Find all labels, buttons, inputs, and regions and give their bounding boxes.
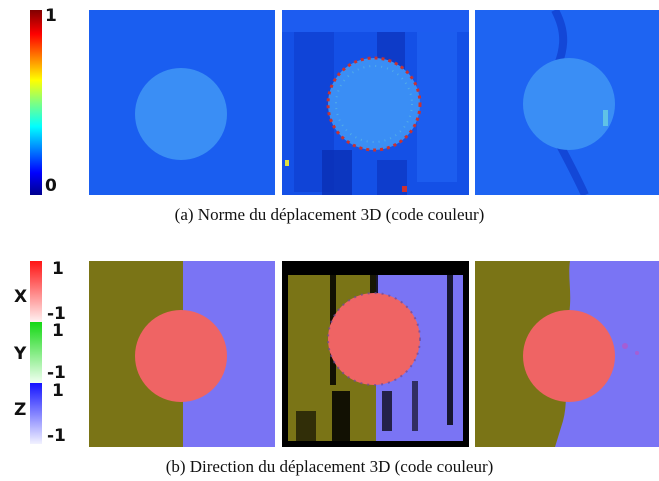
z-colorbar bbox=[30, 383, 42, 444]
direction-image-estimate-smooth bbox=[475, 261, 659, 447]
x-colorbar bbox=[30, 261, 42, 322]
z-axis-label: Z bbox=[14, 400, 27, 420]
y-max-label: 1 bbox=[52, 321, 64, 341]
norm-colorbar-max-label: 1 bbox=[45, 6, 57, 26]
direction-colorbars bbox=[30, 261, 42, 444]
norm-image-estimate-noisy bbox=[282, 10, 469, 195]
x-min-label: -1 bbox=[47, 304, 66, 324]
norm-colorbar-min-label: 0 bbox=[45, 176, 57, 196]
caption-direction: (b) Direction du déplacement 3D (code co… bbox=[165, 457, 494, 476]
direction-disk bbox=[135, 310, 227, 402]
norm-colorbar bbox=[30, 10, 42, 195]
norm-image-estimate-smooth bbox=[475, 10, 659, 195]
z-max-label: 1 bbox=[52, 381, 64, 401]
norm-image-ground-truth bbox=[89, 10, 275, 195]
z-min-label: -1 bbox=[47, 426, 66, 446]
x-max-label: 1 bbox=[52, 259, 64, 279]
y-axis-label: Y bbox=[14, 344, 27, 364]
x-axis-label: X bbox=[14, 287, 28, 307]
direction-image-ground-truth bbox=[89, 261, 275, 447]
caption-norm: (a) Norme du déplacement 3D (code couleu… bbox=[174, 205, 485, 224]
y-colorbar bbox=[30, 322, 42, 383]
y-min-label: -1 bbox=[47, 363, 66, 383]
norm-disk bbox=[135, 68, 227, 160]
direction-image-estimate-noisy bbox=[282, 261, 469, 447]
